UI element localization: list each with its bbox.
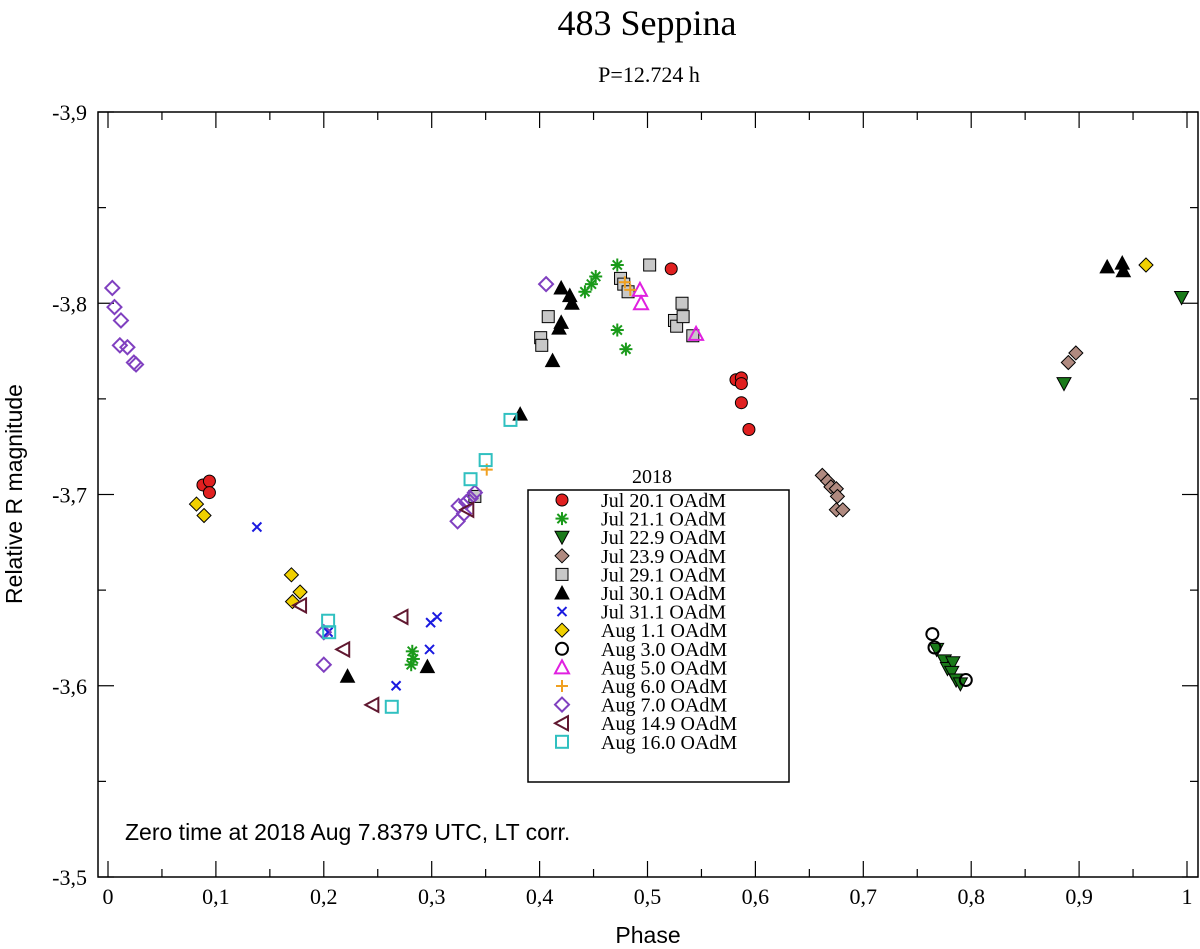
series-10 xyxy=(633,283,703,340)
data-point xyxy=(611,324,624,337)
series-11 xyxy=(481,276,637,475)
data-point xyxy=(336,642,349,656)
legend-marker xyxy=(556,494,568,506)
y-tick-label: -3,5 xyxy=(52,865,87,890)
legend-label: Aug 16.0 OAdM xyxy=(601,732,737,754)
data-point xyxy=(405,658,418,671)
data-point xyxy=(203,475,215,487)
data-point xyxy=(735,378,747,390)
legend-marker xyxy=(556,512,569,525)
data-point xyxy=(926,628,938,640)
data-point xyxy=(1100,260,1114,273)
x-tick-label: 0 xyxy=(103,884,114,909)
data-point xyxy=(554,315,568,328)
y-axis-label: Relative R magnitude xyxy=(1,384,27,604)
y-tick-label: -3,6 xyxy=(52,674,87,699)
data-point xyxy=(619,343,632,356)
data-point xyxy=(1175,292,1189,305)
chart-subtitle: P=12.724 h xyxy=(598,62,700,87)
data-point xyxy=(546,354,560,367)
data-point xyxy=(589,270,602,283)
x-tick-label: 0,7 xyxy=(850,884,878,909)
data-point xyxy=(341,669,355,682)
data-point xyxy=(634,296,648,309)
x-tick-label: 0,5 xyxy=(634,884,662,909)
data-point xyxy=(611,259,624,272)
data-point xyxy=(1139,258,1153,272)
y-tick-label: -3,7 xyxy=(52,483,87,508)
data-point xyxy=(114,313,128,327)
data-point xyxy=(676,297,688,309)
data-point xyxy=(252,523,261,532)
data-point xyxy=(735,397,747,409)
data-point xyxy=(392,681,401,690)
data-point xyxy=(189,497,203,511)
x-tick-label: 0,6 xyxy=(742,884,770,909)
series-13 xyxy=(293,503,473,712)
x-tick-labels: 0 0,1 0,2 0,3 0,4 0,5 0,6 0,7 0,8 0,9 1 xyxy=(103,884,1193,909)
y-tick-label: -3,9 xyxy=(52,100,87,125)
data-point xyxy=(420,660,434,673)
data-point xyxy=(536,339,548,351)
data-point xyxy=(203,487,215,499)
x-tick-label: 0,2 xyxy=(310,884,338,909)
data-point xyxy=(317,658,331,672)
x-tick-label: 0,8 xyxy=(957,884,985,909)
zero-time-annotation: Zero time at 2018 Aug 7.8379 UTC, LT cor… xyxy=(125,819,570,845)
legend-title: 2018 xyxy=(632,466,672,488)
data-point xyxy=(386,701,398,713)
data-point xyxy=(542,311,554,323)
light-curve-chart: 483 Seppina P=12.724 h 0 0,1 0,2 0,3 0,4 0,5 0… xyxy=(0,0,1200,949)
legend: 2018 Jul 20.1 OAdMJul 21.1 OAdMJul 22.9 … xyxy=(528,466,789,782)
data-point xyxy=(451,514,465,528)
data-point xyxy=(107,300,121,314)
data-point xyxy=(284,568,298,582)
series-3 xyxy=(930,292,1189,691)
data-point xyxy=(554,281,568,294)
chart-title: 483 Seppina xyxy=(558,3,737,43)
data-point xyxy=(677,311,689,323)
data-point xyxy=(1057,378,1071,391)
data-point xyxy=(665,263,677,275)
series-4 xyxy=(815,346,1083,517)
y-tick-labels: -3,9 -3,8 -3,7 -3,6 -3,5 xyxy=(52,100,87,890)
legend-marker xyxy=(556,568,568,580)
x-axis-label: Phase xyxy=(615,922,680,948)
data-point xyxy=(465,473,477,485)
data-point xyxy=(480,454,492,466)
data-point xyxy=(365,698,378,712)
data-point xyxy=(539,277,553,291)
data-point xyxy=(394,610,407,624)
y-tick-label: -3,8 xyxy=(52,291,87,316)
x-tick-label: 0,3 xyxy=(418,884,446,909)
x-tick-label: 1 xyxy=(1182,884,1193,909)
data-point xyxy=(197,509,211,523)
x-tick-label: 0,4 xyxy=(526,884,554,909)
data-point xyxy=(644,259,656,271)
series-1 xyxy=(197,263,755,499)
series-14 xyxy=(322,414,516,713)
x-tick-label: 0,1 xyxy=(202,884,230,909)
data-point xyxy=(105,281,119,295)
data-point xyxy=(743,423,755,435)
data-point xyxy=(433,612,442,621)
data-point xyxy=(425,645,434,654)
x-tick-label: 0,9 xyxy=(1065,884,1093,909)
